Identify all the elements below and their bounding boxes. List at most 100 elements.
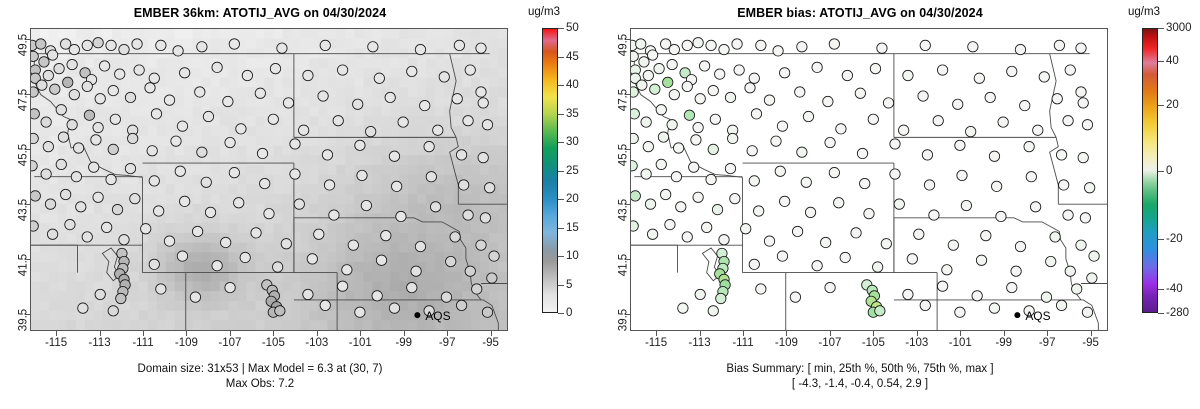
raster-cell (336, 310, 346, 321)
raster-cell (372, 96, 382, 108)
raster-cell (174, 77, 185, 88)
aqs-site-marker (163, 235, 176, 247)
raster-cell (354, 77, 364, 88)
raster-cell (66, 174, 77, 185)
raster-cell (183, 135, 194, 147)
y-tick-label: 45.5 (617, 143, 629, 167)
raster-cell (138, 320, 149, 330)
raster-cell (39, 223, 50, 234)
raster-cell (84, 291, 95, 302)
raster-cell (489, 87, 499, 98)
aqs-site-marker (107, 143, 119, 155)
raster-cell (408, 29, 418, 40)
raster-cell (93, 271, 104, 283)
raster-cell (219, 213, 230, 224)
raster-cell (336, 194, 346, 205)
aqs-site-marker (731, 38, 743, 50)
raster-cell (381, 135, 391, 147)
raster-cell (174, 291, 185, 302)
raster-cell (273, 281, 284, 292)
raster-cell (390, 232, 400, 244)
raster-cell (480, 271, 490, 283)
raster-cell (408, 310, 418, 321)
raster-cell (300, 232, 311, 244)
raster-cell (102, 145, 113, 156)
aqs-site-marker (306, 253, 318, 265)
raster-cell (381, 126, 391, 137)
raster-cell (291, 67, 302, 79)
raster-cell (426, 164, 436, 176)
raster-cell (390, 320, 400, 330)
raster-cell (453, 67, 463, 79)
raster-cell (363, 87, 373, 98)
raster-cell (246, 29, 257, 40)
raster-cell (93, 252, 104, 263)
raster-cell (390, 87, 400, 98)
raster-cell (273, 96, 284, 108)
raster-cell (309, 116, 319, 127)
raster-cell (48, 184, 59, 195)
raster-cell (399, 310, 409, 321)
raster-cell (453, 106, 463, 117)
raster-cell (498, 271, 507, 283)
raster-cell (408, 77, 418, 88)
raster-cell (201, 242, 212, 253)
raster-cell (66, 96, 77, 108)
raster-cell (426, 262, 436, 273)
aqs-site-marker (921, 149, 934, 161)
aqs-site-marker (319, 39, 331, 51)
raster-cell (282, 300, 293, 312)
bias-site-markers (631, 37, 1100, 318)
raster-cell (183, 58, 194, 69)
raster-cell (390, 135, 400, 147)
colorbar-tick-label: 25 (566, 164, 579, 177)
raster-cell (246, 135, 257, 147)
raster-cell (31, 116, 41, 127)
aqs-site-marker (458, 179, 470, 191)
raster-cell (498, 223, 507, 234)
raster-cell (309, 194, 319, 205)
aqs-site-marker (763, 94, 776, 106)
raster-cell (399, 164, 409, 176)
aqs-site-marker (1053, 39, 1066, 51)
aqs-site-marker (191, 225, 204, 238)
raster-cell (48, 29, 59, 40)
raster-cell (255, 38, 266, 50)
raster-cell (381, 223, 391, 234)
raster-cell (435, 174, 445, 185)
raster-cell (165, 213, 176, 224)
raster-cell (417, 291, 427, 302)
aqs-site-marker (631, 160, 638, 172)
y-tick-label: 43.5 (617, 199, 629, 222)
raster-cell (120, 116, 131, 127)
raster-cell (462, 106, 472, 117)
raster-cell (318, 320, 328, 330)
raster-cell (156, 145, 167, 156)
raster-cell (174, 310, 185, 321)
y-tick (25, 39, 30, 41)
raster-cell (39, 155, 50, 166)
raster-cell (336, 174, 346, 185)
raster-cell (165, 106, 176, 117)
raster-cell (66, 29, 77, 40)
aqs-site-marker (384, 91, 396, 104)
raster-cell (219, 126, 230, 137)
raster-cell (300, 38, 311, 50)
raster-cell (417, 164, 427, 176)
aqs-site-marker (341, 264, 353, 276)
raster-cell (309, 126, 319, 137)
raster-cell (102, 184, 113, 195)
raster-cell (282, 291, 293, 302)
aqs-site-marker (419, 100, 431, 112)
raster-cell (219, 87, 230, 98)
aqs-site-marker (179, 195, 191, 207)
aqs-site-marker (317, 90, 329, 102)
aqs-site-marker (727, 132, 739, 145)
raster-cell (390, 38, 400, 50)
raster-cell (399, 242, 409, 253)
raster-cell (417, 281, 427, 292)
state-border-line (1049, 53, 1057, 138)
raster-cell (444, 194, 454, 205)
raster-cell (102, 252, 113, 263)
raster-cell (129, 58, 140, 69)
